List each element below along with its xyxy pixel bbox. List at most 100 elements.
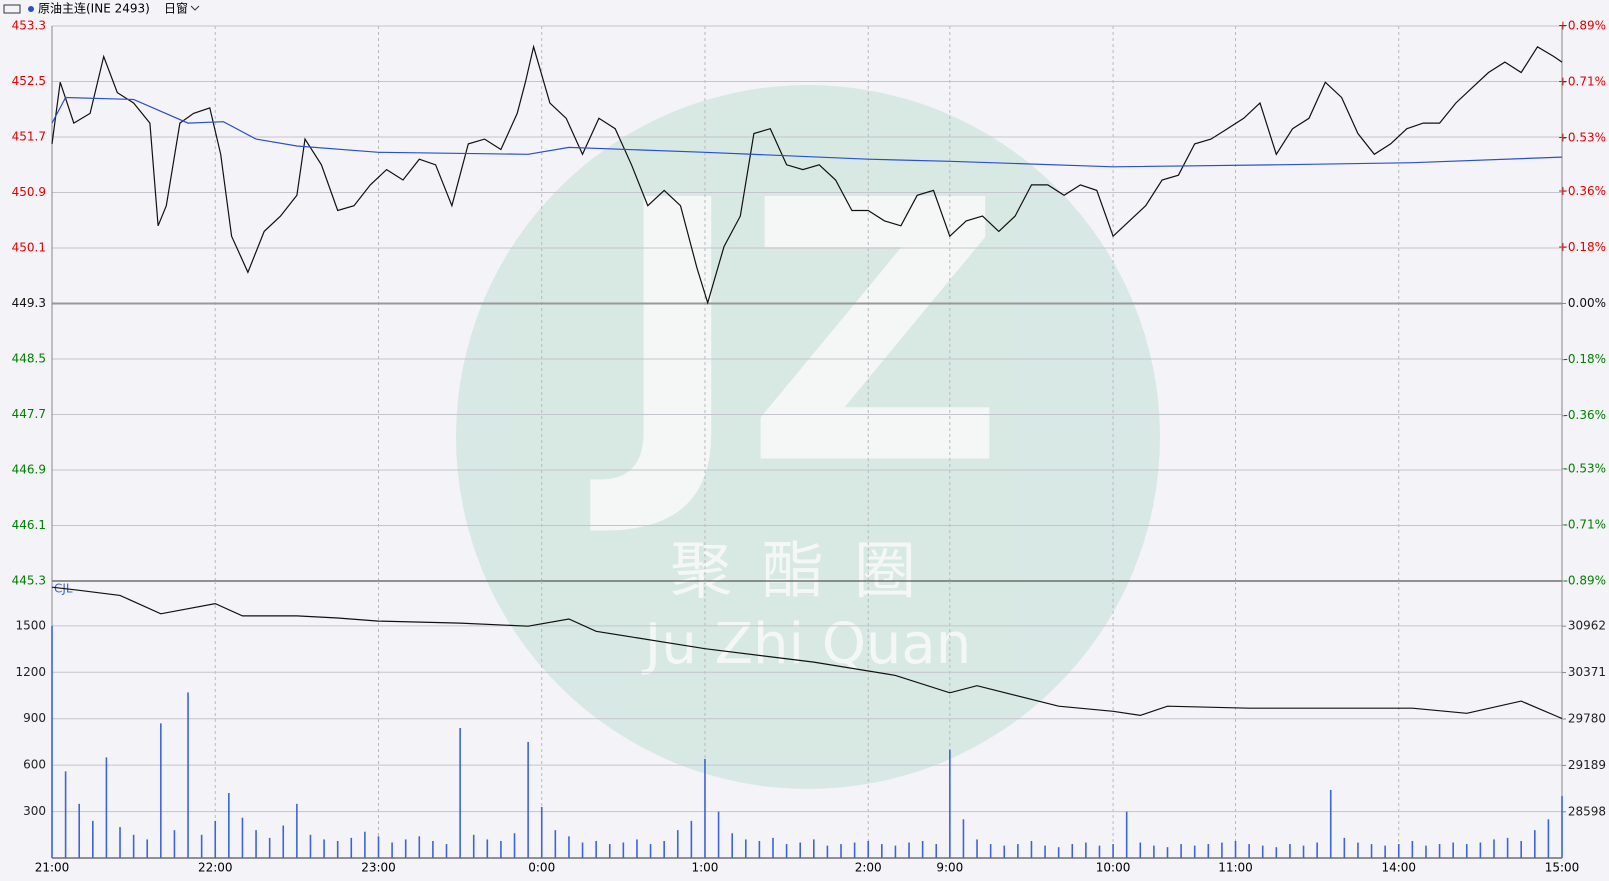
x-tick-label: 1:00 bbox=[691, 861, 718, 875]
volume-bar bbox=[350, 837, 353, 858]
y2-tick-label: 0.00% bbox=[1568, 296, 1606, 310]
volume-bar bbox=[1520, 840, 1522, 858]
toolbar: 原油主连(INE 2493) 日窗 bbox=[3, 1, 200, 16]
x-tick-label: 0:00 bbox=[528, 861, 555, 875]
y2-tick-label: +0.18% bbox=[1558, 240, 1606, 254]
y2-tick-label: 29189 bbox=[1568, 758, 1606, 772]
volume-bar bbox=[486, 839, 489, 858]
volume-bar bbox=[78, 803, 81, 858]
volume-bar bbox=[1289, 844, 1291, 858]
x-tick-label: 21:00 bbox=[35, 861, 70, 875]
volume-bar bbox=[840, 844, 842, 858]
volume-bar bbox=[1193, 845, 1196, 858]
volume-bar bbox=[881, 844, 883, 858]
y-tick-label: 900 bbox=[23, 711, 46, 725]
volume-bar bbox=[731, 833, 733, 858]
volume-bar bbox=[472, 834, 475, 858]
volume-bar bbox=[649, 844, 652, 858]
watermark-logo: JZ bbox=[588, 124, 1005, 543]
y2-tick-label: +0.36% bbox=[1558, 184, 1606, 198]
volume-bar bbox=[962, 819, 965, 858]
y-tick-label: 1500 bbox=[15, 618, 46, 632]
y-tick-label: 446.9 bbox=[12, 463, 46, 477]
volume-bar bbox=[1561, 796, 1563, 858]
volume-bar bbox=[418, 836, 421, 858]
y-tick-label: 448.5 bbox=[12, 352, 46, 366]
link-icon[interactable] bbox=[3, 4, 21, 14]
volume-bar bbox=[676, 830, 679, 858]
volume-bar bbox=[513, 833, 516, 858]
y-tick-label: 600 bbox=[23, 758, 46, 772]
y2-tick-label: 30962 bbox=[1568, 619, 1606, 633]
volume-bar bbox=[500, 840, 502, 858]
volume-bar bbox=[1411, 840, 1414, 858]
volume-bar bbox=[364, 831, 366, 858]
x-tick-label: 11:00 bbox=[1218, 861, 1253, 875]
volume-bar bbox=[1370, 844, 1373, 858]
watermark-latin: Ju Zhi Quan bbox=[642, 612, 971, 677]
series-line bbox=[51, 96, 1563, 168]
volume-bar bbox=[1221, 842, 1223, 858]
y-tick-label: 449.3 bbox=[12, 296, 46, 310]
volume-bar bbox=[1397, 844, 1400, 858]
x-tick-label: 22:00 bbox=[198, 861, 233, 875]
y2-tick-label: 28598 bbox=[1568, 804, 1606, 818]
volume-bar bbox=[813, 839, 815, 858]
x-tick-label: 15:00 bbox=[1545, 861, 1580, 875]
volume-bar bbox=[1112, 844, 1114, 858]
volume-bar bbox=[1493, 839, 1495, 858]
volume-bar bbox=[826, 845, 829, 858]
volume-bar bbox=[799, 842, 801, 858]
volume-bar bbox=[554, 830, 557, 858]
y2-tick-label: -0.18% bbox=[1564, 352, 1606, 366]
y-tick-label: 300 bbox=[23, 804, 46, 818]
volume-bar bbox=[296, 803, 298, 858]
volume-bar bbox=[540, 806, 543, 858]
volume-bar bbox=[187, 692, 189, 858]
volume-bar bbox=[1479, 842, 1482, 858]
watermark-circle bbox=[456, 85, 1160, 789]
volume-bar bbox=[105, 757, 108, 858]
series-line bbox=[51, 44, 1563, 305]
dropdown-arrow bbox=[190, 5, 200, 11]
volume-bar bbox=[894, 845, 897, 858]
volume-bar bbox=[921, 840, 924, 858]
volume-bar bbox=[1234, 840, 1237, 858]
volume-bar bbox=[1044, 845, 1046, 858]
volume-bar bbox=[976, 839, 978, 858]
volume-bar bbox=[404, 839, 407, 858]
y-tick-label: 452.5 bbox=[12, 74, 46, 88]
volume-bar bbox=[92, 820, 94, 858]
y2-tick-label: 30371 bbox=[1568, 665, 1606, 679]
volume-bar bbox=[459, 728, 461, 858]
y-tick-label: 451.7 bbox=[12, 130, 46, 144]
y2-tick-label: -0.53% bbox=[1564, 461, 1606, 475]
volume-bar bbox=[1125, 811, 1128, 858]
y-tick-label: 446.1 bbox=[12, 518, 46, 532]
y2-tick-label: -0.89% bbox=[1564, 574, 1606, 588]
y-tick-label: 447.7 bbox=[12, 407, 46, 421]
volume-bar bbox=[1085, 842, 1087, 858]
y-tick-label: 1200 bbox=[15, 665, 46, 679]
watermark-name: 聚酯圈 bbox=[670, 534, 946, 607]
volume-bar bbox=[377, 836, 380, 858]
volume-bar bbox=[1153, 845, 1155, 858]
volume-bar bbox=[568, 836, 570, 858]
volume-bar bbox=[1003, 845, 1006, 858]
volume-bar bbox=[608, 844, 611, 858]
volume-bar bbox=[323, 839, 325, 858]
watermark: JZ 聚酯圈 Ju Zhi Quan bbox=[456, 85, 1160, 789]
volume-bar bbox=[1180, 844, 1182, 858]
series-line bbox=[51, 586, 1563, 720]
volume-bar bbox=[132, 834, 135, 858]
volume-bar bbox=[1166, 847, 1169, 858]
volume-bar bbox=[1465, 844, 1468, 858]
volume-bar bbox=[1533, 830, 1536, 858]
volume-bar bbox=[160, 723, 162, 858]
window-select[interactable]: 日窗 bbox=[164, 2, 188, 16]
y2-tick-label: 29780 bbox=[1568, 711, 1606, 725]
volume-bar bbox=[173, 830, 176, 858]
y2-tick-label: -0.36% bbox=[1564, 408, 1606, 422]
instrument[interactable]: 原油主连(INE 2493) bbox=[38, 1, 150, 16]
